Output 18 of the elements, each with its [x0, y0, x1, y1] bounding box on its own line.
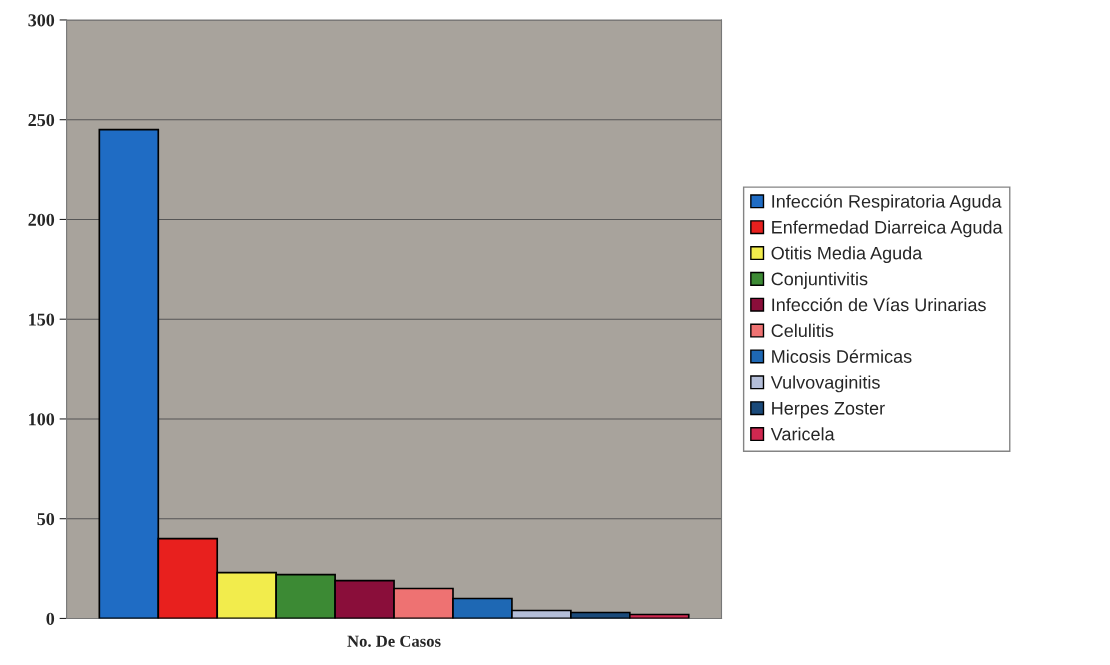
legend-label: Infección de Vías Urinarias	[772, 297, 986, 312]
y-tick-label: 250	[28, 113, 55, 127]
legend-label: Infección Respiratoria Aguda	[772, 194, 1002, 212]
legend-label: Celulitis	[771, 323, 834, 338]
legend-label: Vulvovaginitis	[770, 375, 880, 393]
legend-label: Enfermedad Diarreica Aguda	[772, 220, 1003, 238]
y-tick-label: 0	[46, 612, 55, 625]
y-tick-label: 150	[29, 313, 55, 326]
y-tick-label: 50	[37, 512, 55, 526]
legend-label: Micosis Dérmicas	[772, 349, 912, 363]
y-tick-label: 300	[28, 14, 55, 27]
legend-label: Otitis Media Aguda	[771, 246, 923, 264]
legend-label: Conjuntivitis	[771, 272, 868, 289]
y-tick-label: 100	[29, 413, 55, 426]
x-tick-label: No. De Casos	[347, 635, 441, 647]
legend-label: Varicela	[770, 427, 835, 441]
legend-label: Herpes Zoster	[772, 402, 885, 419]
y-tick-label: 200	[28, 213, 55, 226]
